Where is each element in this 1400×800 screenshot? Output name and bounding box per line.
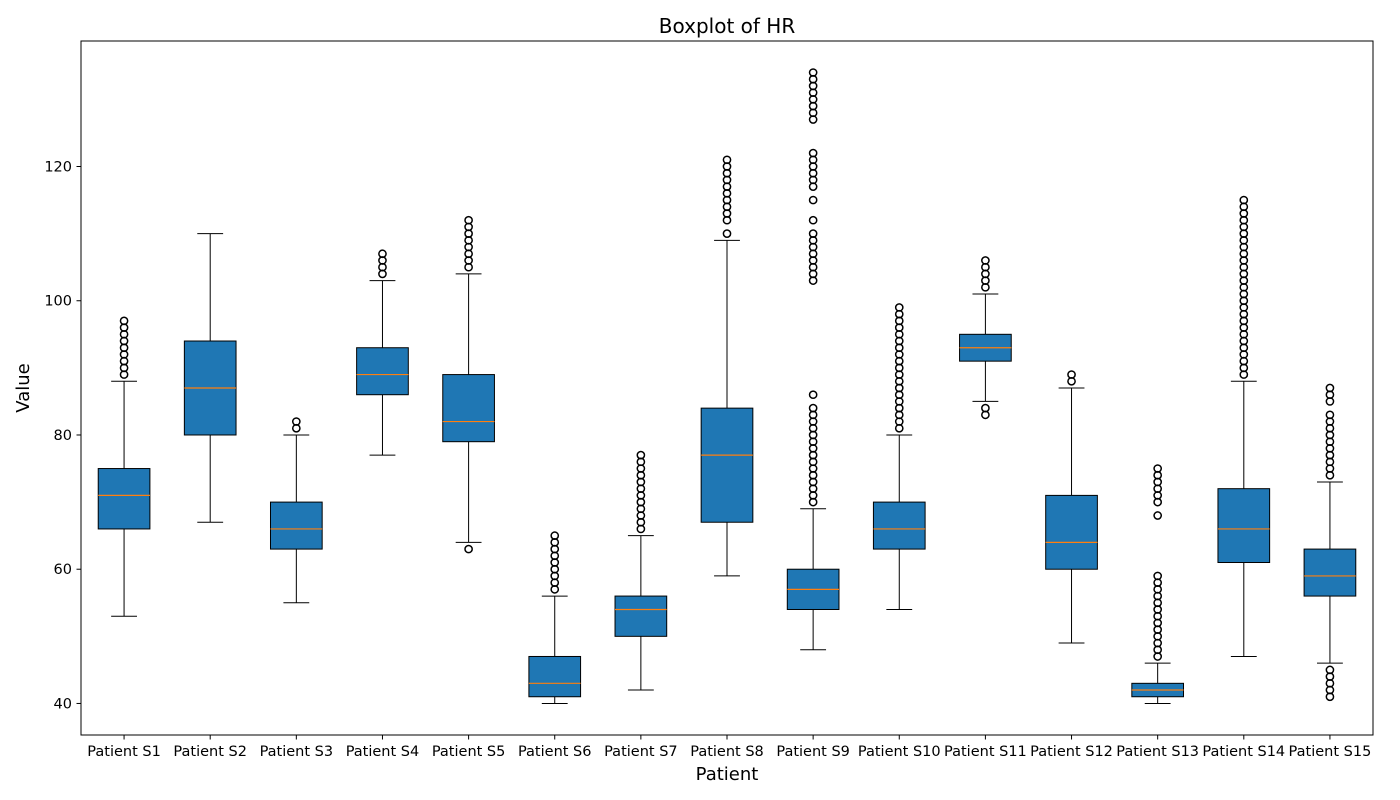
x-axis-ticks: Patient S1 Patient S2 Patient S3 Patient S4… <box>87 735 1371 760</box>
outlier-point <box>981 403 990 413</box>
x-tick-label: Patient S15 <box>1289 744 1372 760</box>
outlier-point <box>894 303 904 312</box>
outlier-point <box>722 155 732 165</box>
box <box>1217 488 1271 564</box>
outlier-point <box>119 316 129 326</box>
outlier-point <box>1239 195 1249 205</box>
box <box>442 374 495 443</box>
x-tick-label: Patient S8 <box>690 744 764 760</box>
box-group <box>614 450 668 691</box>
x-tick-label: Patient S10 <box>858 744 941 760</box>
box <box>528 655 582 698</box>
box <box>356 347 409 396</box>
box-group <box>1131 464 1185 704</box>
x-tick-label: Patient S4 <box>346 744 420 760</box>
x-tick-label: Patient S2 <box>173 744 247 760</box>
x-tick-label: Patient S13 <box>1116 744 1199 760</box>
box-group <box>356 249 409 456</box>
outlier-point <box>1153 464 1163 473</box>
box <box>700 407 754 523</box>
x-axis-label: Patient <box>696 764 759 785</box>
x-tick-label: Patient S9 <box>776 744 850 760</box>
outlier-point <box>808 390 818 400</box>
box-group <box>872 303 926 610</box>
y-tick-label: 40 <box>54 696 72 712</box>
outlier-point <box>464 215 473 225</box>
y-axis-ticks: 40 60 80 100 120 <box>44 160 81 712</box>
box <box>872 501 926 550</box>
x-tick-label: Patient S6 <box>518 744 592 760</box>
box-group <box>1303 383 1357 702</box>
box-group <box>1045 370 1098 644</box>
box <box>1045 494 1098 570</box>
box-group <box>700 155 754 577</box>
box <box>97 468 151 530</box>
outlier-point <box>981 256 990 265</box>
outlier-point <box>808 68 818 77</box>
y-tick-label: 60 <box>54 562 72 578</box>
plot-area <box>97 68 1357 704</box>
outlier-point <box>1067 370 1076 379</box>
outlier-point <box>1153 511 1163 520</box>
outlier-point <box>636 450 646 460</box>
outlier-point <box>464 544 473 554</box>
outlier-point <box>291 417 301 426</box>
box-group <box>269 417 323 604</box>
x-tick-label: Patient S12 <box>1030 744 1113 760</box>
y-axis-label: Value <box>13 363 34 412</box>
outlier-point <box>1325 410 1335 420</box>
outlier-point <box>378 249 387 259</box>
box-group <box>183 233 237 523</box>
y-tick-label: 100 <box>44 294 72 310</box>
outlier-point <box>808 215 818 225</box>
outlier-point <box>550 531 560 541</box>
plot-frame <box>80 40 1374 736</box>
x-tick-label: Patient S11 <box>944 744 1027 760</box>
box-group <box>528 531 582 704</box>
y-tick-label: 120 <box>44 160 72 176</box>
box-group <box>97 316 151 617</box>
outlier-point <box>808 403 818 413</box>
box-group <box>786 68 840 651</box>
outlier-point <box>808 148 818 158</box>
box-group <box>442 215 495 554</box>
box <box>1303 548 1357 597</box>
box <box>614 595 668 637</box>
y-tick-label: 80 <box>54 428 72 444</box>
outlier-point <box>808 229 818 238</box>
box-group <box>1217 195 1271 657</box>
outlier-point <box>1153 571 1163 581</box>
chart-title: Boxplot of HR <box>659 14 796 38</box>
x-tick-label: Patient S5 <box>432 744 506 760</box>
x-tick-label: Patient S1 <box>87 744 161 760</box>
box <box>269 501 323 550</box>
x-tick-label: Patient S14 <box>1202 744 1285 760</box>
outlier-point <box>1325 665 1335 675</box>
outlier-point <box>1325 383 1335 393</box>
outlier-point <box>722 229 732 238</box>
outlier-point <box>808 195 818 205</box>
box-group <box>959 256 1012 420</box>
x-tick-label: Patient S3 <box>260 744 334 760</box>
x-tick-label: Patient S7 <box>604 744 678 760</box>
